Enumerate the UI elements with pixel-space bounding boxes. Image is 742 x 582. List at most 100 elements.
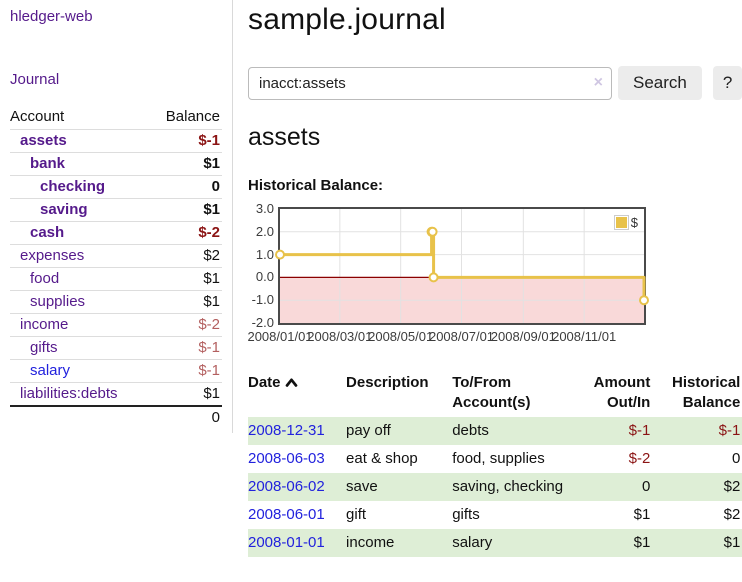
account-link[interactable]: income (20, 316, 69, 333)
register-header-description[interactable]: Description (346, 374, 429, 391)
historical-balance-chart[interactable]: $ 3.0 2.0 1.0 0.0 -1.0 -2.0 2008/01/01 2008/03… (247, 201, 728, 347)
account-balance: $2 (149, 244, 222, 268)
transaction-amount: $-2 (628, 450, 651, 467)
transaction-row[interactable]: 2008-06-01 gift gifts $1 $2 (248, 501, 742, 529)
transaction-row[interactable]: 2008-12-31 pay off debts $-1 $-1 (248, 417, 742, 445)
sidebar: hledger-web Journal Account Balance asse… (0, 0, 233, 433)
account-link[interactable]: saving (40, 201, 88, 218)
account-link[interactable]: gifts (30, 339, 58, 356)
account-balance: $-1 (149, 129, 222, 153)
sort-ascending-icon (285, 373, 298, 393)
transaction-accounts: gifts (452, 506, 480, 523)
main-content: sample.journal × Search ? assets Histori… (233, 0, 742, 557)
x-axis-tick-label: 2008/11/01 (552, 329, 617, 344)
account-row: food $1 (10, 267, 222, 291)
account-link[interactable]: supplies (30, 293, 86, 310)
account-link[interactable]: cash (30, 224, 65, 241)
account-row: gifts $-1 (10, 336, 222, 360)
register-header-amount[interactable]: Amount Out/In (593, 374, 651, 411)
transaction-description: gift (346, 506, 367, 523)
y-axis-tick-label: 2.0 (255, 223, 274, 239)
account-row: income $-2 (10, 313, 222, 337)
page: hledger-web Journal Account Balance asse… (0, 0, 742, 557)
y-axis-tick-label: 0.0 (255, 269, 274, 285)
account-row: assets $-1 (10, 129, 222, 153)
chart-legend: $ (613, 214, 639, 231)
transaction-amount: $1 (633, 506, 651, 523)
account-link[interactable]: bank (30, 155, 66, 172)
transaction-date-link[interactable]: 2008-06-02 (248, 478, 325, 495)
transaction-row[interactable]: 2008-06-02 save saving, checking 0 $2 (248, 473, 742, 501)
search-box: × (248, 66, 612, 100)
chart-plot-area[interactable]: $ (275, 207, 649, 325)
register-header-date[interactable]: Date (248, 369, 346, 417)
sidebar-item-journal[interactable]: Journal (10, 71, 60, 88)
account-link[interactable]: assets (20, 132, 67, 149)
transaction-description: eat & shop (346, 450, 418, 467)
account-link[interactable]: food (30, 270, 60, 287)
transaction-date-link[interactable]: 2008-12-31 (248, 422, 325, 439)
transaction-date-link[interactable]: 2008-01-01 (248, 534, 325, 551)
account-row: liabilities:debts $1 (10, 382, 222, 406)
account-link[interactable]: expenses (20, 247, 85, 264)
chart-canvas (275, 209, 649, 323)
accounts-header-account: Account (10, 108, 65, 125)
account-balance: $1 (149, 152, 222, 176)
search-bar: × Search ? (248, 66, 742, 100)
transaction-row[interactable]: 2008-01-01 income salary $1 $1 (248, 529, 742, 557)
brand-link[interactable]: hledger-web (10, 8, 93, 25)
account-link[interactable]: liabilities:debts (20, 385, 118, 402)
search-input[interactable] (248, 66, 612, 100)
transaction-row[interactable]: 2008-06-03 eat & shop food, supplies $-2 0 (248, 445, 742, 473)
transaction-balance: $2 (723, 478, 741, 495)
account-row: saving $1 (10, 198, 222, 222)
account-row: cash $-2 (10, 221, 222, 245)
account-row: salary $-1 (10, 359, 222, 383)
register-header-balance[interactable]: Historical Balance (671, 374, 741, 411)
chart-label: Historical Balance: (248, 177, 384, 194)
legend-swatch-icon (613, 215, 629, 230)
transaction-accounts: salary (452, 534, 493, 551)
transaction-balance: $-1 (718, 422, 741, 439)
page-title: sample.journal (248, 3, 446, 36)
account-link[interactable]: salary (30, 362, 71, 379)
account-row: supplies $1 (10, 290, 222, 314)
transaction-accounts: food, supplies (452, 450, 545, 467)
transaction-amount: $-1 (628, 422, 651, 439)
y-axis-tick-label: -1.0 (251, 292, 274, 308)
account-balance: $1 (149, 198, 222, 222)
accounts-header-balance: Balance (165, 108, 220, 125)
register-header-row: Date Description To/From Account(s) Amou… (248, 369, 742, 417)
x-axis-tick-label: 2008/01/01 (247, 329, 313, 344)
account-row: expenses $2 (10, 244, 222, 268)
register-table: Date Description To/From Account(s) Amou… (248, 369, 742, 557)
x-axis-tick-label: 2008/09/01 (490, 329, 556, 344)
transaction-date-link[interactable]: 2008-06-03 (248, 450, 325, 467)
account-balance: $1 (149, 382, 222, 406)
y-axis-tick-label: 1.0 (255, 246, 274, 262)
account-balance: $-2 (149, 313, 222, 337)
x-axis-tick-label: 2008/05/01 (368, 329, 434, 344)
help-button[interactable]: ? (712, 66, 742, 100)
y-axis-tick-label: 3.0 (255, 201, 274, 216)
clear-search-icon[interactable]: × (593, 73, 603, 91)
account-link[interactable]: checking (40, 178, 106, 195)
x-axis-tick-label: 2008/07/01 (428, 329, 495, 344)
transaction-description: save (346, 478, 378, 495)
account-balance: $-1 (149, 336, 222, 360)
account-balance: 0 (149, 175, 222, 199)
accounts-total-value: 0 (149, 405, 222, 429)
account-row: bank $1 (10, 152, 222, 176)
account-balance: $1 (149, 290, 222, 314)
transaction-balance: $2 (723, 506, 741, 523)
account-balance: $-2 (149, 221, 222, 245)
register-header-accounts[interactable]: To/From Account(s) (452, 374, 531, 411)
search-button[interactable]: Search (618, 66, 702, 100)
transaction-date-link[interactable]: 2008-06-01 (248, 506, 325, 523)
account-balance: $-1 (149, 359, 222, 383)
legend-label: $ (630, 215, 638, 230)
transaction-accounts: debts (452, 422, 489, 439)
transaction-accounts: saving, checking (452, 478, 564, 495)
transaction-amount: 0 (641, 478, 651, 495)
transaction-description: pay off (346, 422, 391, 439)
